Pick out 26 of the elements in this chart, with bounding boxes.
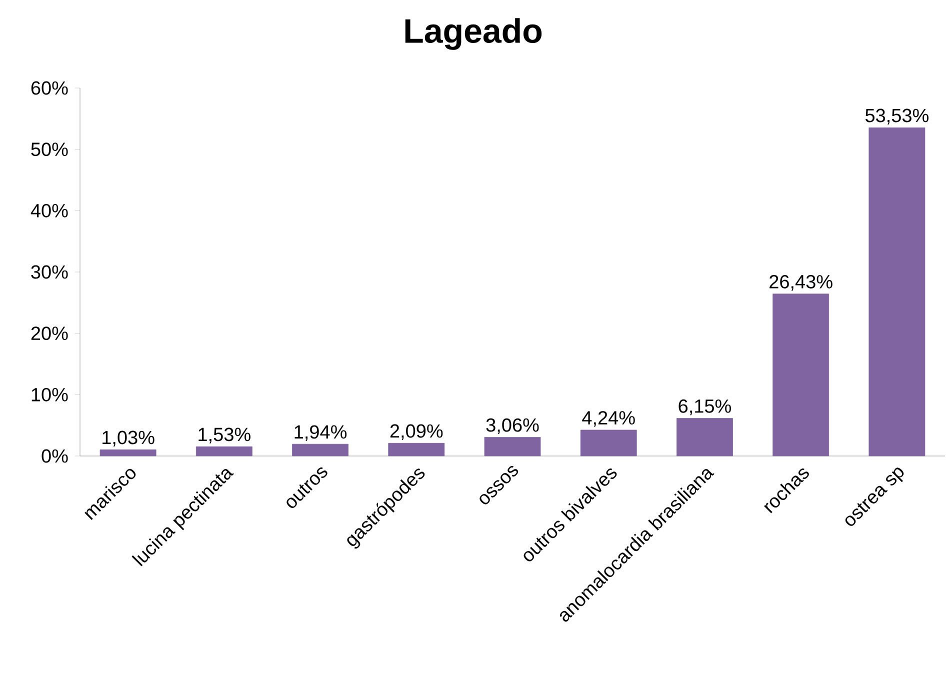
y-tick-label: 20% [31, 326, 68, 340]
data-label: 2,09% [390, 424, 443, 440]
data-label: 3,06% [486, 418, 539, 434]
bar [100, 449, 156, 456]
bar [484, 437, 541, 456]
y-tick-label: 40% [30, 204, 68, 218]
bar [868, 127, 926, 456]
bar [580, 430, 637, 456]
data-label: 1,03% [102, 430, 154, 446]
bar [772, 294, 830, 456]
data-label: 53,53% [865, 108, 928, 124]
y-tick-label: 30% [31, 265, 68, 279]
data-label: 26,43% [770, 275, 832, 291]
bar [196, 446, 252, 456]
bar [388, 442, 445, 456]
data-label: 4,24% [582, 411, 635, 427]
bar [676, 418, 733, 456]
bar [292, 444, 348, 456]
data-label: 1,94% [294, 425, 347, 441]
chart-title: Lageado [405, 18, 542, 50]
data-label: 6,15% [678, 399, 731, 416]
data-label: 1,53% [198, 428, 250, 444]
y-tick-label: 60% [31, 81, 68, 95]
y-tick-label: 50% [31, 142, 68, 156]
y-tick-label: 10% [32, 388, 68, 402]
y-tick-label: 0% [42, 449, 68, 463]
